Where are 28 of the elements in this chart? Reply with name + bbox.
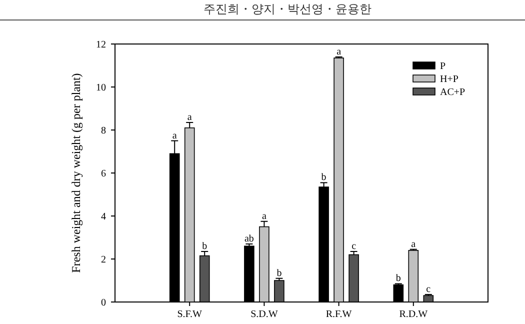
text: 주진희・양지・박선영・윤용한	[204, 2, 372, 16]
annotation: a	[187, 112, 192, 123]
legend-label: H+P	[440, 74, 459, 85]
annotation: b	[202, 240, 208, 252]
legend-label: AC+P	[440, 87, 466, 98]
y-tick-label: 12	[96, 40, 106, 50]
legend-label: P	[440, 61, 446, 72]
x-tick-label: R.D.W	[399, 309, 428, 320]
x-tick-label: S.D.W	[250, 309, 278, 320]
x-tick-label: S.F.W	[177, 309, 203, 320]
y-tick-label: 10	[96, 82, 106, 94]
y-tick-label: 4	[101, 212, 106, 222]
y-tick-label: 2	[101, 254, 106, 266]
annotation: b	[321, 172, 326, 184]
x-tick-label: R.F.W	[326, 309, 352, 320]
y-tick-label: 0	[101, 298, 106, 308]
annotation: b	[276, 268, 282, 279]
annotation: a	[262, 210, 267, 222]
annotation: a	[411, 238, 416, 250]
annotation: ab	[244, 233, 254, 244]
y-tick-label: 6	[101, 168, 106, 180]
annotation: a	[172, 130, 178, 142]
y-tick-label: 8	[101, 126, 106, 136]
y-axis-title: Fresh weight and dry weight (g per plant)	[69, 73, 83, 273]
annotation: a	[336, 46, 342, 58]
annotation: b	[396, 273, 401, 284]
annotation: c	[352, 240, 357, 252]
annotation: c	[426, 284, 432, 295]
